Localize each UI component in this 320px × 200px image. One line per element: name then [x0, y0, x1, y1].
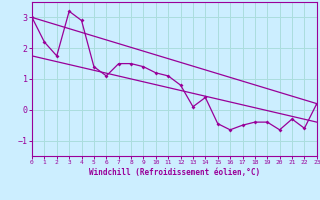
X-axis label: Windchill (Refroidissement éolien,°C): Windchill (Refroidissement éolien,°C) — [89, 168, 260, 177]
